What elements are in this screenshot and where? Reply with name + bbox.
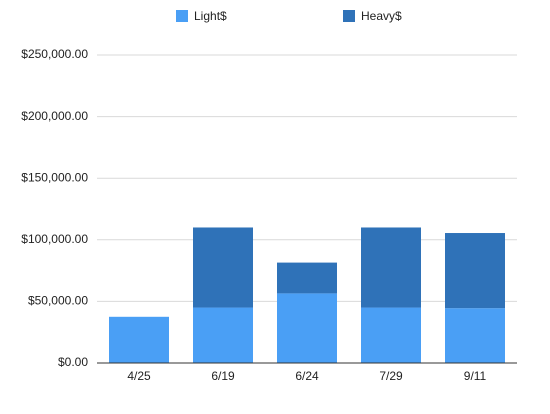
bar-segment — [445, 308, 505, 363]
bar-segment — [193, 227, 253, 308]
y-tick-label: $50,000.00 — [28, 294, 88, 308]
legend-label: Light$ — [194, 9, 227, 23]
y-tick-label: $250,000.00 — [21, 47, 88, 61]
x-tick-label: 6/19 — [211, 369, 235, 383]
x-tick-label: 4/25 — [127, 369, 151, 383]
bar-segment — [193, 307, 253, 363]
legend-swatch — [343, 10, 355, 22]
bar-segment — [277, 262, 337, 294]
x-tick-label: 6/24 — [295, 369, 319, 383]
y-tick-label: $200,000.00 — [21, 109, 88, 123]
x-tick-label: 7/29 — [379, 369, 403, 383]
y-tick-label: $0.00 — [58, 355, 88, 369]
bar-segment — [445, 233, 505, 309]
bar-segment — [361, 227, 421, 308]
bar-segment — [109, 316, 169, 363]
bar-segment — [361, 307, 421, 363]
y-tick-label: $100,000.00 — [21, 232, 88, 246]
bar-segment — [277, 293, 337, 363]
legend-swatch — [176, 10, 188, 22]
y-tick-label: $150,000.00 — [21, 170, 88, 184]
x-tick-label: 9/11 — [464, 369, 487, 383]
legend-label: Heavy$ — [361, 9, 402, 23]
